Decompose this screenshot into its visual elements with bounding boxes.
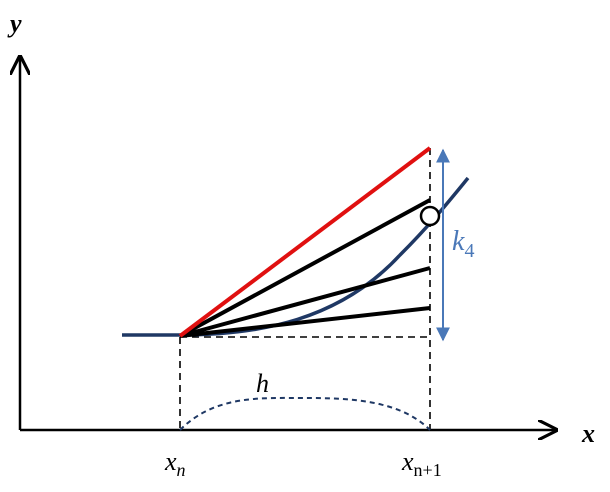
slope-k1 xyxy=(179,306,431,338)
k4-label: k4 xyxy=(452,226,474,262)
xn1-base: x xyxy=(401,447,414,476)
slope-k3 xyxy=(179,198,431,338)
y-axis-label: y xyxy=(7,9,22,38)
x-axis-label: x xyxy=(581,419,595,448)
h-label: h xyxy=(256,369,269,398)
xn-sub: n xyxy=(177,460,186,480)
point xyxy=(419,205,441,227)
slope-k4 xyxy=(178,146,432,338)
xn1-sub: n+1 xyxy=(414,460,442,480)
k4-base: k xyxy=(452,226,465,257)
xn-label: xn xyxy=(164,447,186,480)
xn1-label: xn+1 xyxy=(401,447,442,480)
step-arc xyxy=(179,396,431,431)
xn-base: x xyxy=(164,447,177,476)
k4-sub: 4 xyxy=(464,240,474,262)
slope-k2 xyxy=(179,266,431,338)
